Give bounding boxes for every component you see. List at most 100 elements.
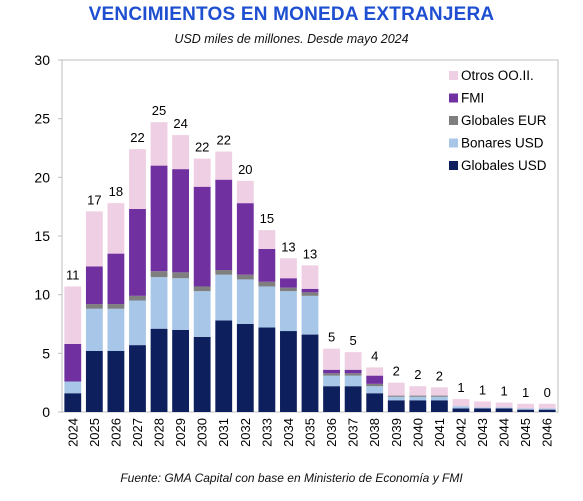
bar-segment [323, 348, 340, 370]
bar-segment [474, 407, 491, 409]
bar-segment [344, 375, 362, 387]
bar-segment [172, 169, 190, 273]
bar-segment [517, 403, 535, 409]
x-tick-label: 2038 [367, 418, 382, 447]
legend-swatch [449, 161, 458, 170]
bar-segment [193, 336, 211, 412]
bar-total-label: 18 [109, 184, 123, 199]
y-tick-label: 5 [42, 345, 50, 361]
bar-segment [150, 122, 168, 166]
bar-total-label: 22 [130, 130, 144, 145]
bar-segment [323, 375, 340, 387]
x-tick-label: 2024 [65, 418, 80, 447]
bar-total-label: 1 [522, 385, 529, 400]
bar-segment [409, 396, 427, 401]
bar-segment [172, 278, 190, 330]
x-tick-label: 2045 [518, 418, 533, 447]
chart-title: VENCIMIENTOS EN MONEDA EXTRANJERA [88, 4, 495, 25]
legend-swatch [449, 93, 458, 103]
bar-segment [280, 291, 297, 332]
y-tick-label: 0 [42, 404, 50, 420]
chart-source: Fuente: GMA Capital con base en Minister… [120, 471, 463, 485]
y-tick-label: 30 [34, 52, 50, 68]
bar-segment [236, 279, 254, 324]
bar-segment [129, 300, 146, 346]
bar-segment [323, 373, 340, 376]
bar-segment [409, 395, 427, 397]
bar-segment [258, 327, 276, 412]
bar-segment [387, 396, 405, 401]
bar-segment [323, 369, 340, 374]
x-tick-label: 2043 [475, 418, 490, 447]
bar-segment [236, 180, 254, 204]
bar-segment [280, 287, 297, 292]
x-tick-label: 2032 [238, 418, 253, 447]
bar-segment [85, 266, 103, 305]
bar-segment [517, 409, 535, 412]
bar-segment [430, 387, 448, 396]
bar-total-label: 2 [414, 367, 421, 382]
x-tick-label: 2046 [540, 418, 555, 447]
legend-label: Globales USD [461, 158, 547, 173]
bar-segment [344, 386, 362, 412]
bar-segment [215, 179, 233, 271]
bar-segment [366, 375, 384, 384]
bar-segment [452, 406, 470, 409]
x-tick-label: 2037 [346, 418, 361, 447]
x-tick-label: 2028 [152, 418, 167, 447]
bar-segment [409, 386, 427, 396]
bar-total-label: 1 [457, 380, 464, 395]
x-tick-label: 2035 [303, 418, 318, 447]
bar-segment [366, 393, 384, 412]
bar-total-label: 11 [66, 267, 80, 282]
bar-segment [452, 408, 470, 412]
bar-total-label: 5 [328, 330, 335, 345]
bar-segment [258, 281, 276, 287]
x-tick-label: 2030 [195, 418, 210, 447]
bar-segment [344, 352, 362, 370]
bar-segment [387, 400, 405, 412]
bar-segment [409, 400, 427, 412]
bar-total-label: 5 [350, 333, 357, 348]
bar-total-label: 15 [260, 211, 274, 226]
bar-segment [387, 395, 405, 397]
bar-segment [107, 308, 125, 351]
bar-segment [107, 253, 125, 305]
bar-segment [474, 401, 491, 408]
bar-segment [301, 265, 319, 289]
bar-segment [258, 248, 276, 282]
bar-total-label: 4 [371, 348, 378, 363]
x-tick-label: 2040 [410, 418, 425, 447]
bar-segment [64, 343, 82, 382]
bar-segment [150, 165, 168, 272]
bar-segment [236, 324, 254, 412]
bar-segment [344, 373, 362, 376]
x-tick-label: 2039 [389, 418, 404, 447]
legend-label: Otros OO.II. [461, 68, 534, 83]
bar-segment [215, 320, 233, 412]
bar-segment [280, 258, 297, 279]
bar-segment [258, 286, 276, 328]
x-tick-label: 2027 [130, 418, 145, 447]
x-tick-label: 2034 [281, 418, 296, 447]
x-tick-label: 2025 [87, 418, 102, 447]
bar-segment [301, 295, 319, 335]
bar-segment [172, 272, 190, 279]
bar-segment [215, 274, 233, 321]
legend-swatch [449, 138, 458, 148]
x-tick-label: 2029 [173, 418, 188, 447]
bar-segment [538, 403, 556, 409]
bar-segment [495, 407, 513, 409]
bar-segment [366, 367, 384, 376]
bar-segment [172, 329, 190, 412]
y-tick-label: 20 [34, 169, 50, 185]
bar-segment [193, 291, 211, 337]
legend-label: Bonares USD [461, 136, 544, 151]
x-tick-label: 2031 [216, 418, 231, 447]
bar-total-label: 1 [479, 382, 486, 397]
legend-swatch [449, 71, 458, 80]
bar-total-label: 2 [393, 364, 400, 379]
bar-segment [193, 186, 211, 287]
bar-total-label: 25 [152, 103, 166, 118]
bar-segment [107, 304, 125, 309]
